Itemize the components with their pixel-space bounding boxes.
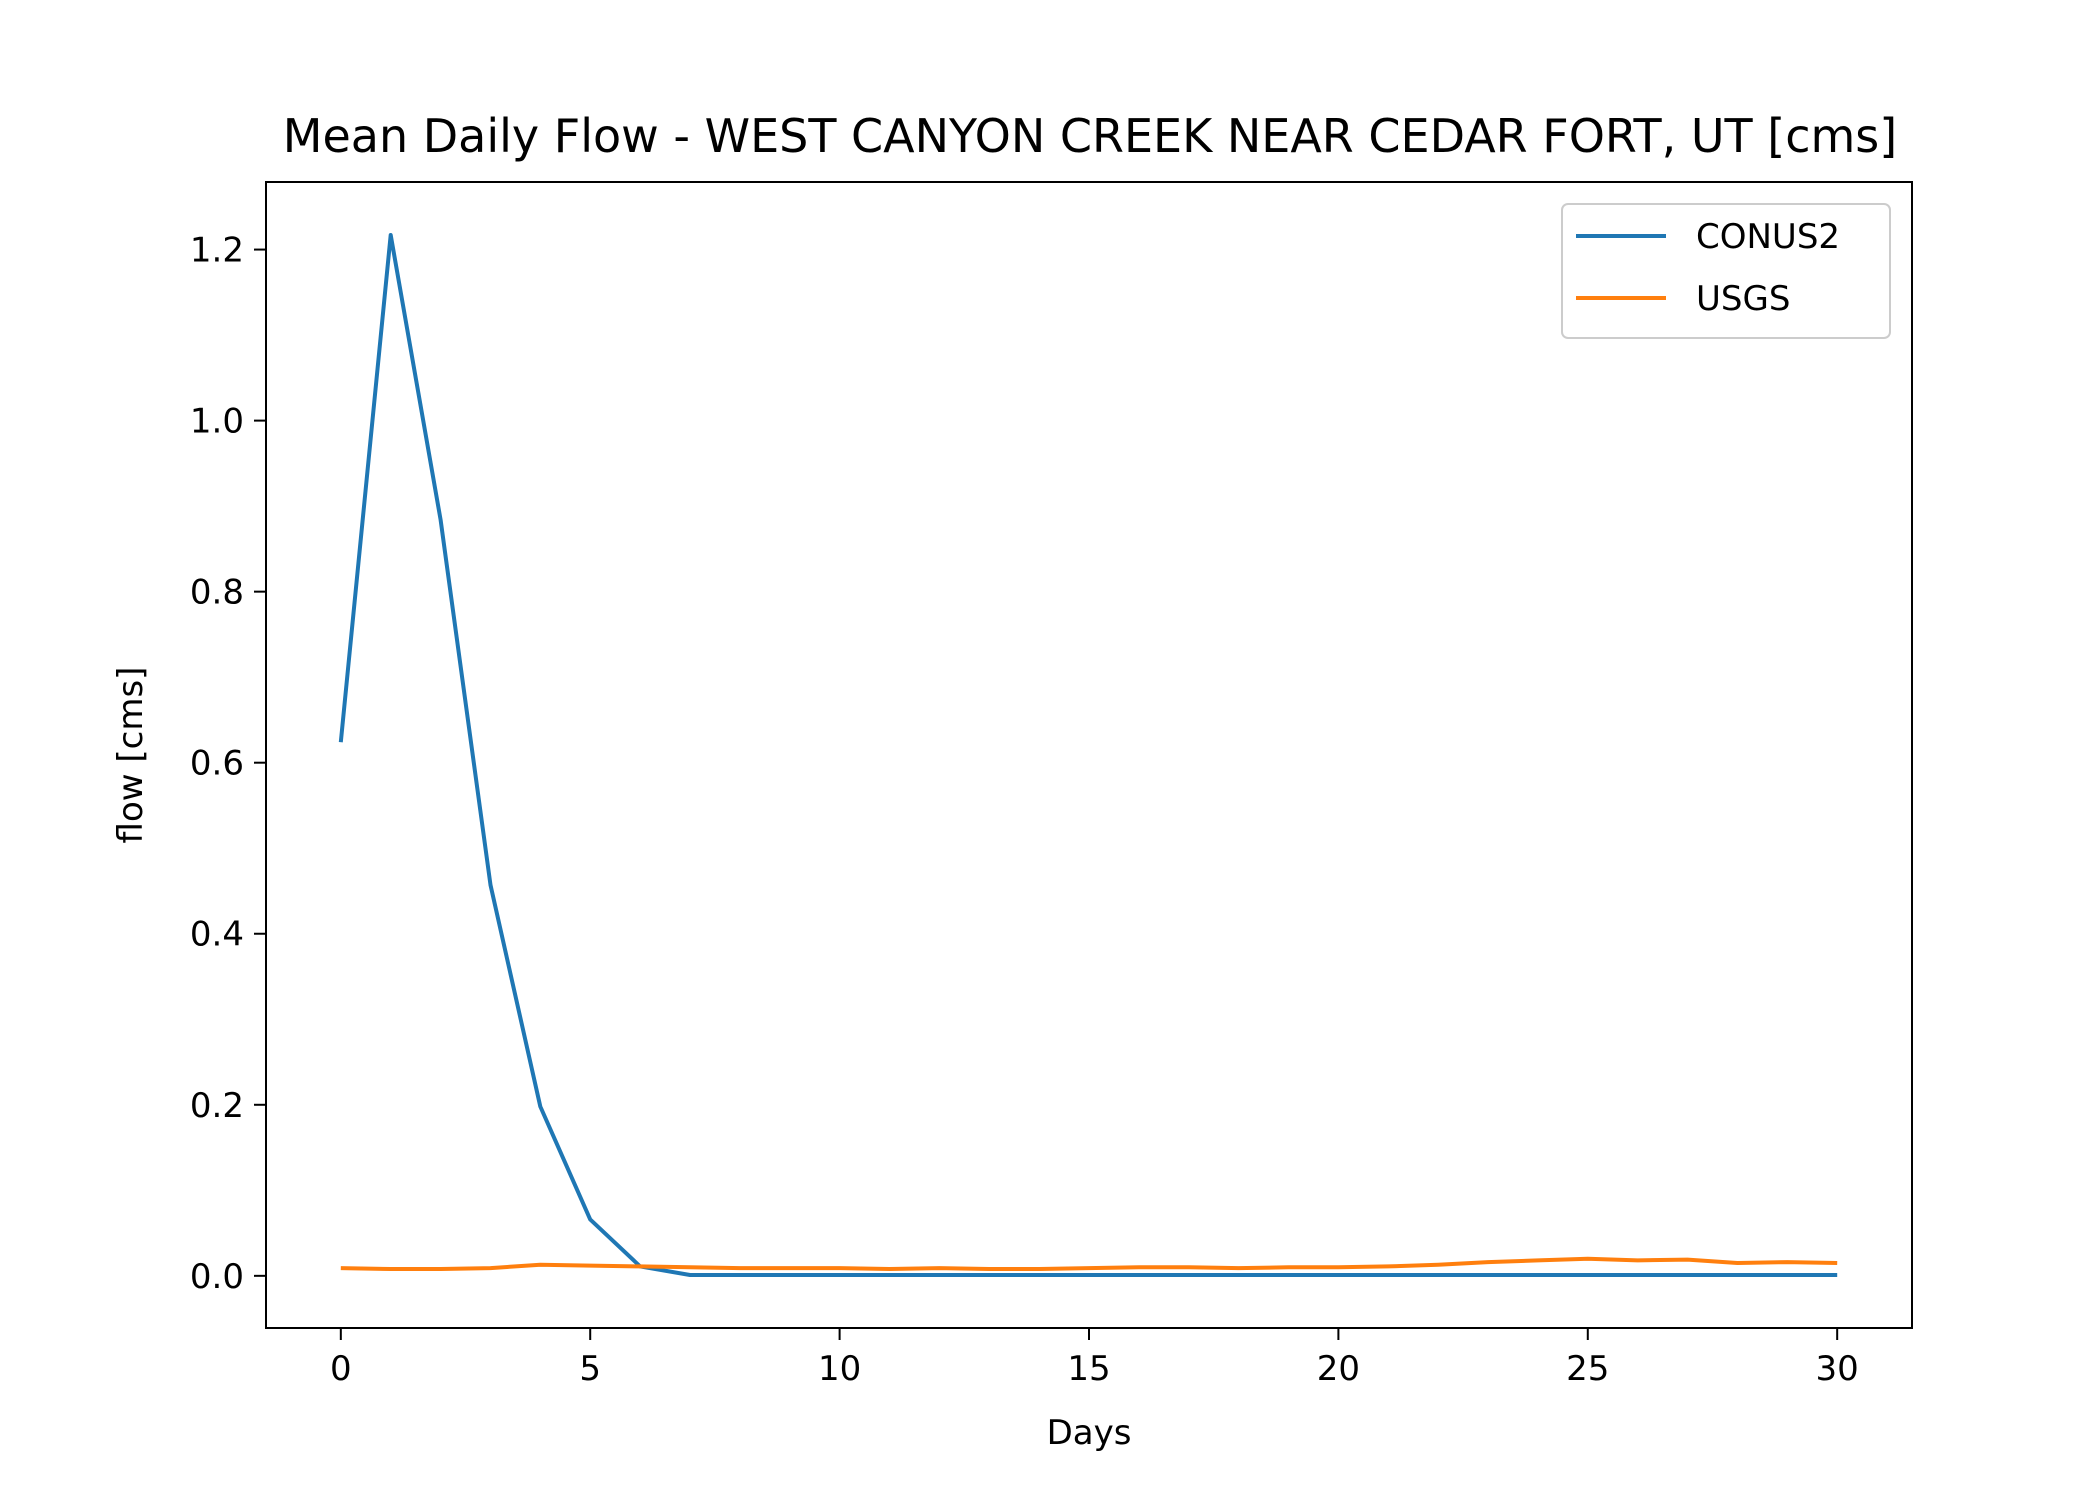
y-tick-label: 0.8 — [190, 573, 244, 613]
axis-ticks: 0 5 10 15 20 25 30 0.0 0.2 0.4 0.6 0.8 1.0 1.2 — [190, 231, 1859, 1389]
y-tick-label: 0.4 — [190, 915, 244, 955]
x-tick-label: 10 — [818, 1349, 861, 1389]
x-tick-label: 30 — [1816, 1349, 1859, 1389]
series-line-usgs — [340, 1256, 1838, 1271]
series-line-conus2 — [338, 233, 1838, 1277]
legend-label-conus2: CONUS2 — [1696, 217, 1840, 257]
legend: CONUS2 USGS — [1561, 203, 1891, 339]
chart-title: Mean Daily Flow - WEST CANYON CREEK NEAR… — [283, 109, 1897, 163]
y-tick-label: 1.2 — [190, 231, 244, 271]
x-tick-label: 5 — [579, 1349, 601, 1389]
y-tick-label: 0.6 — [190, 744, 244, 784]
y-axis-label: flow [cms] — [111, 667, 151, 844]
legend-label-usgs: USGS — [1696, 279, 1790, 319]
x-tick-label: 15 — [1067, 1349, 1110, 1389]
x-tick-label: 25 — [1566, 1349, 1609, 1389]
y-tick-label: 1.0 — [190, 402, 244, 442]
x-axis-label: Days — [1047, 1413, 1132, 1453]
y-tick-label: 0.2 — [190, 1086, 244, 1126]
y-tick-label: 0.0 — [190, 1257, 244, 1297]
plot-area — [338, 233, 1838, 1277]
x-tick-label: 0 — [330, 1349, 352, 1389]
x-tick-label: 20 — [1317, 1349, 1360, 1389]
